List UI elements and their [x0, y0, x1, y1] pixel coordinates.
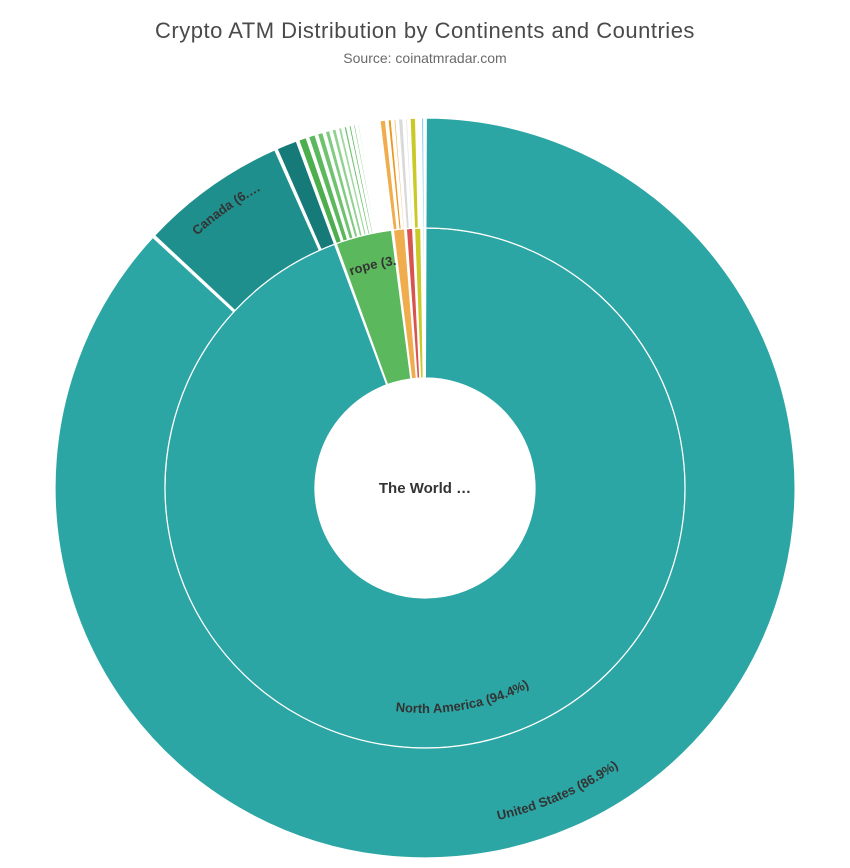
country-slice[interactable]	[418, 118, 421, 228]
country-slice[interactable]	[422, 118, 424, 228]
sunburst-chart: North America (94.4%)United States (86.9…	[0, 18, 850, 868]
center-label: The World …	[379, 480, 471, 497]
